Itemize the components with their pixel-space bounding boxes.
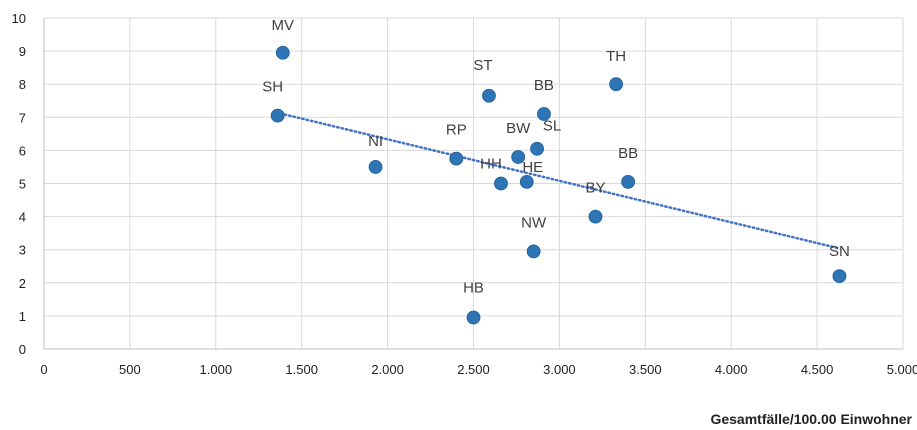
x-tick-label: 1.500 xyxy=(285,362,318,377)
data-point xyxy=(537,107,551,121)
data-point xyxy=(368,160,383,174)
data-label: NI xyxy=(368,133,383,150)
trendline-group xyxy=(274,111,839,250)
x-tick-label: 0 xyxy=(40,362,47,377)
y-tick-label: 1 xyxy=(19,309,26,324)
data-point xyxy=(511,150,526,164)
data-label: HH xyxy=(480,156,502,173)
data-point xyxy=(270,108,285,123)
x-tick-label: 5.000 xyxy=(887,362,917,377)
x-tick-label: 500 xyxy=(119,362,141,377)
x-tick-label: 1.000 xyxy=(200,362,233,377)
y-tick-label: 0 xyxy=(19,342,26,357)
data-label: HB xyxy=(463,280,484,297)
y-tick-label: 4 xyxy=(19,210,26,225)
data-label: MV xyxy=(272,17,295,34)
tick-labels: 0 500 1.000 1.500 2.000 2.500 3.000 3.500 4.000 4… xyxy=(12,11,917,377)
y-tick-label: 2 xyxy=(19,276,26,291)
x-tick-label: 3.500 xyxy=(629,362,662,377)
data-point xyxy=(449,151,464,166)
y-tick-label: 6 xyxy=(19,143,26,158)
x-tick-label: 4.000 xyxy=(715,362,748,377)
y-tick-label: 9 xyxy=(19,44,26,59)
data-point xyxy=(609,77,623,92)
y-tick-label: 7 xyxy=(19,110,26,125)
data-label: SH xyxy=(262,79,283,96)
x-tick-label: 3.000 xyxy=(543,362,576,377)
y-tick-label: 5 xyxy=(19,177,26,192)
data-label: SN xyxy=(829,243,850,260)
x-axis-title: Gesamtfälle/100.00 Einwohner xyxy=(710,411,912,427)
data-point xyxy=(466,310,481,325)
data-point xyxy=(482,88,496,103)
data-points xyxy=(270,45,847,325)
data-label: NW xyxy=(521,214,547,231)
data-label: RP xyxy=(446,122,467,139)
axes xyxy=(43,18,903,350)
data-point xyxy=(494,176,508,191)
data-label: SL xyxy=(543,118,561,135)
trendline xyxy=(274,111,839,250)
data-label: ST xyxy=(473,57,492,74)
y-tick-label: 3 xyxy=(19,243,26,258)
y-tick-label: 10 xyxy=(12,11,26,26)
data-label: TH xyxy=(606,48,626,65)
data-label: BY xyxy=(585,180,605,197)
data-label: HE xyxy=(522,159,543,176)
data-point xyxy=(275,45,290,60)
data-label: BB xyxy=(618,145,638,162)
data-point xyxy=(526,244,541,259)
x-tick-label: 4.500 xyxy=(801,362,834,377)
data-point xyxy=(588,209,603,224)
point-labels: MV SH NI RP ST HH BW HE SL BB NW HB BY TH BB SN xyxy=(262,17,850,297)
y-tick-label: 8 xyxy=(19,77,26,92)
data-point xyxy=(832,269,847,284)
data-point xyxy=(519,174,534,189)
data-point xyxy=(530,141,544,156)
data-label: BB xyxy=(534,77,554,94)
data-label: BW xyxy=(506,120,531,137)
data-point xyxy=(621,174,636,189)
x-tick-label: 2.500 xyxy=(457,362,490,377)
x-tick-label: 2.000 xyxy=(371,362,404,377)
